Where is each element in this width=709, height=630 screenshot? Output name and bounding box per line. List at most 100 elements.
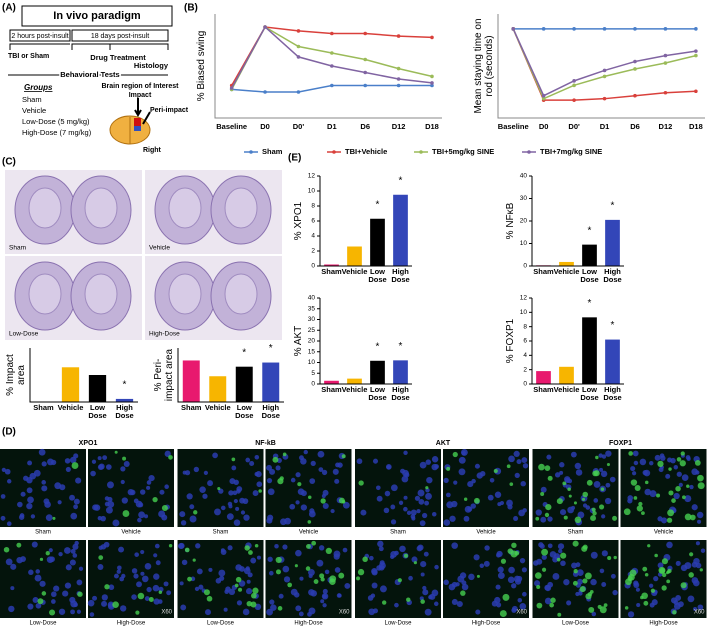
nucleus <box>233 519 241 526</box>
nucleus <box>78 566 84 571</box>
nucleus <box>117 565 122 571</box>
nucleus <box>673 492 680 500</box>
micrograph <box>177 449 264 527</box>
nucleus <box>431 589 439 597</box>
nucleus <box>499 500 505 506</box>
nucleus <box>473 554 480 561</box>
image-label: Sham <box>568 530 584 536</box>
stained-cell <box>476 574 480 578</box>
nucleus <box>377 540 384 548</box>
nucleus <box>33 469 41 477</box>
nucleus <box>295 500 300 505</box>
stained-cell <box>697 474 704 482</box>
nucleus <box>401 475 409 483</box>
axis <box>319 298 412 385</box>
nucleus <box>5 558 13 566</box>
stained-cell <box>592 511 597 516</box>
nucleus <box>207 480 214 487</box>
stained-cell <box>500 558 507 564</box>
nucleus <box>321 494 326 499</box>
nucleus <box>316 559 324 567</box>
stained-cell <box>562 481 567 486</box>
stained-cell <box>656 493 661 498</box>
stained-cell <box>603 603 608 607</box>
nucleus <box>181 559 188 566</box>
stained-cell <box>403 553 409 558</box>
point <box>430 74 434 79</box>
stained-cell <box>636 505 643 512</box>
nucleus <box>321 469 328 476</box>
stained-cell <box>633 496 638 500</box>
nucleus <box>309 478 316 484</box>
y-tick-label: 25 <box>308 327 316 334</box>
point <box>330 51 334 55</box>
nucleus <box>420 561 427 568</box>
nucleus <box>599 467 604 472</box>
nucleus <box>570 451 577 458</box>
nucleus <box>461 451 466 456</box>
stained-cell <box>41 591 47 596</box>
nucleus <box>333 550 341 558</box>
nucleus <box>189 504 195 510</box>
image-label: High-Dose <box>117 621 146 627</box>
nucleus <box>604 497 612 505</box>
nucleus <box>507 504 513 510</box>
nucleus <box>123 460 130 467</box>
nucleus <box>591 611 597 617</box>
nucleus <box>484 545 490 551</box>
nucleus <box>307 611 312 617</box>
nucleus <box>456 600 463 608</box>
y-tick-label: 2 <box>523 366 527 373</box>
stained-cell <box>654 553 658 558</box>
nucleus <box>6 479 12 484</box>
nucleus <box>215 578 222 584</box>
nucleus <box>178 542 185 549</box>
stained-cell <box>397 578 402 583</box>
x-tick-label-box: Sham <box>33 404 53 412</box>
nucleus <box>410 509 417 516</box>
marker-title: AKT <box>436 440 451 447</box>
y-axis-label-box: % Biased swing <box>196 31 207 102</box>
y-tick-label: 15 <box>308 348 316 355</box>
stained-cell <box>506 464 511 469</box>
nucleus <box>223 607 228 612</box>
stained-cell <box>254 544 259 548</box>
nucleus <box>236 600 243 606</box>
nucleus <box>519 557 526 564</box>
nucleus <box>420 572 425 577</box>
nucleus <box>299 455 304 461</box>
stained-cell <box>137 592 145 600</box>
nucleus <box>557 543 565 550</box>
stained-cell <box>584 572 592 580</box>
nucleus <box>87 599 95 607</box>
stained-cell <box>277 606 283 611</box>
nucleus <box>560 560 566 567</box>
brain-section <box>84 273 118 315</box>
stained-cell <box>338 572 345 579</box>
stained-cell <box>585 593 592 600</box>
nucleus <box>399 545 406 553</box>
x-tick-label: D1 <box>327 122 337 131</box>
nucleus <box>144 596 150 602</box>
nucleus <box>517 597 523 603</box>
point <box>572 27 576 31</box>
nucleus <box>70 609 75 615</box>
stained-cell <box>511 542 517 549</box>
stained-cell <box>329 578 336 586</box>
image-label: Low-Dose <box>29 621 57 627</box>
nucleus <box>72 553 78 558</box>
bar <box>324 380 339 384</box>
stained-cell <box>307 520 312 524</box>
stained-cell <box>624 606 629 610</box>
nucleus <box>411 556 418 563</box>
bar <box>605 219 620 266</box>
nucleus <box>654 454 661 461</box>
nucleus <box>35 569 41 574</box>
nucleus <box>330 508 335 514</box>
nucleus <box>310 590 318 597</box>
stained-cell <box>358 480 364 486</box>
x-tick-label: D6 <box>630 122 640 131</box>
nucleus <box>246 579 251 584</box>
x-tick-label: D0 <box>539 122 549 131</box>
stained-cell <box>49 609 56 616</box>
